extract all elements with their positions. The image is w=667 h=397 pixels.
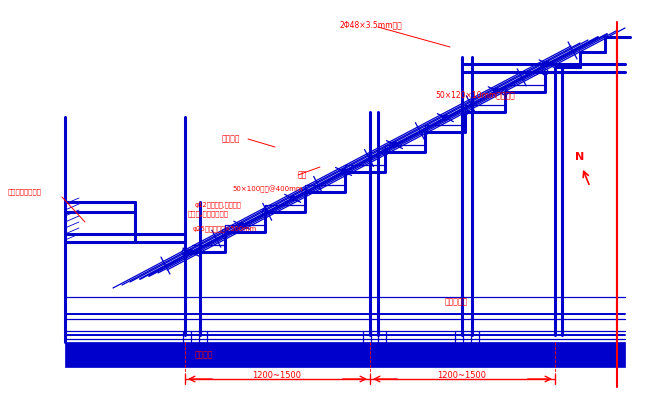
Circle shape (239, 223, 244, 228)
Circle shape (341, 169, 346, 174)
Text: φ12对拉横板,可隔一步: φ12对拉横板,可隔一步 (195, 202, 241, 208)
Text: 钉管立杆: 钉管立杆 (195, 351, 213, 360)
Text: 50×120×10mm钉板垂片: 50×120×10mm钉板垂片 (435, 91, 515, 100)
Text: φ25阈型锁脂头×500mm: φ25阈型锁脂头×500mm (193, 226, 257, 232)
Text: 50×100木方@400mm: 50×100木方@400mm (232, 185, 303, 193)
Circle shape (443, 115, 448, 120)
Text: 钉管水平杆: 钉管水平杆 (445, 297, 468, 306)
Text: 起模面（成平台）: 起模面（成平台） (8, 189, 42, 195)
Text: 2Φ48×3.5mm钉管: 2Φ48×3.5mm钉管 (340, 21, 403, 29)
Circle shape (545, 62, 550, 66)
Text: 1200~1500: 1200~1500 (438, 370, 486, 380)
Text: 横措: 横措 (298, 170, 307, 179)
Circle shape (392, 142, 397, 147)
Bar (65, 342, 625, 367)
Circle shape (494, 88, 499, 93)
Text: N: N (576, 152, 584, 162)
Circle shape (290, 196, 295, 201)
Text: 七层模板: 七层模板 (222, 135, 241, 143)
Text: 1200~1500: 1200~1500 (253, 370, 301, 380)
Circle shape (188, 250, 193, 254)
Text: 设一层,横向设置两道: 设一层,横向设置两道 (188, 211, 229, 217)
